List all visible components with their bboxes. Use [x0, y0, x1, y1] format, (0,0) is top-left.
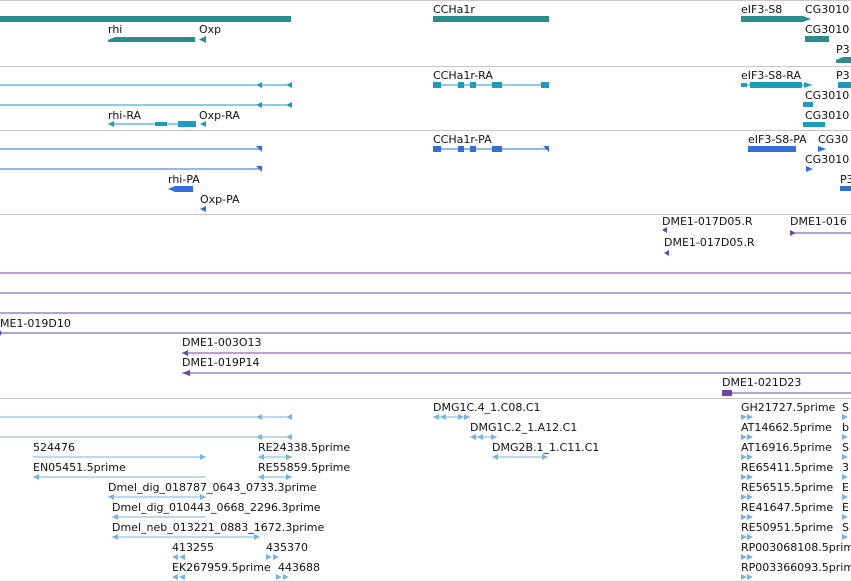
protein-label: Oxp-PA: [200, 193, 240, 206]
transcript-label: CCHa1r-RA: [433, 69, 493, 82]
protein-label: CCHa1r-PA: [433, 133, 492, 146]
gene-feature[interactable]: [108, 37, 195, 42]
transcript-track: CCHa1r-RA eIF3-S8-RA P3 CG3010 rhi-RA Ox…: [0, 69, 851, 127]
clone-label: DME1-003O13: [182, 336, 262, 349]
est-label: DMG1C.2_1.A12.C1: [470, 421, 577, 434]
transcript-label: eIF3-S8-RA: [741, 69, 801, 82]
transcript-label: Oxp-RA: [199, 109, 240, 122]
gene-feature[interactable]: [741, 16, 803, 22]
gene-label: eIF3-S8: [741, 3, 782, 16]
est-label: RE41647.5prime: [741, 501, 833, 514]
clone-feature[interactable]: [664, 250, 669, 256]
clone-label: DME1-017D05.R: [662, 215, 753, 228]
protein-feature[interactable]: [175, 186, 193, 192]
transcript-label: P3: [836, 69, 850, 82]
est-label: DMG1C.4_1.C08.C1: [433, 401, 541, 414]
protein-label: rhi-PA: [168, 173, 200, 186]
protein-label: eIF3-S8-PA: [748, 133, 807, 146]
est-label: EK267959.5prime: [172, 561, 271, 574]
est-labels: DMG1C.4_1.C08.C1 GH21727.5prime S DMG1C.…: [33, 401, 851, 574]
est-label: 3: [842, 461, 849, 474]
est-label: E: [842, 501, 849, 514]
gene-feature[interactable]: [433, 16, 549, 22]
gene-feature[interactable]: [0, 16, 291, 22]
est-label: 524476: [33, 441, 75, 454]
est-label: GH21727.5prime: [741, 401, 836, 414]
est-label: RE50951.5prime: [741, 521, 833, 534]
protein-label: CG3010: [805, 153, 849, 166]
gene-feature[interactable]: [805, 36, 829, 42]
clone-label: ME1-019D10: [0, 317, 71, 330]
est-label: DMG2B.1_1.C11.C1: [492, 441, 599, 454]
protein-feature[interactable]: [748, 146, 796, 152]
clone-feature[interactable]: [662, 227, 667, 233]
est-label: S: [842, 441, 849, 454]
est-label: RP003068108.5prime: [741, 541, 851, 554]
est-label: 435370: [266, 541, 308, 554]
transcript-label: rhi-RA: [108, 109, 142, 122]
gene-label: P3: [836, 43, 850, 56]
est-label: RE56515.5prime: [741, 481, 833, 494]
est-label: Dmel_dig_018787_0643_0733.3prime: [108, 481, 317, 494]
gene-label: CCHa1r: [433, 3, 475, 16]
est-label: RE55859.5prime: [258, 461, 350, 474]
est-feature[interactable]: [741, 414, 848, 580]
est-label: EN05451.5prime: [33, 461, 126, 474]
est-label: 413255: [172, 541, 214, 554]
est-label: S: [842, 521, 849, 534]
est-label: E: [842, 481, 849, 494]
est-label: Dmel_neb_013221_0883_1672.3prime: [112, 521, 324, 534]
gene-feature[interactable]: [803, 16, 811, 22]
transcript-label: CG3010: [805, 109, 849, 122]
est-label: b: [842, 421, 849, 434]
clone-label: DME1-017D05.R: [664, 236, 755, 249]
gene-feature[interactable]: [836, 57, 851, 63]
gene-label: CG3010: [805, 23, 849, 36]
gene-label: rhi: [108, 23, 122, 36]
est-label: Dmel_dig_010443_0668_2296.3prime: [112, 501, 321, 514]
est-label: RE65411.5prime: [741, 461, 833, 474]
protein-label: P3: [840, 173, 851, 186]
transcript-label: CG3010: [805, 89, 849, 102]
est-label: AT16916.5prime: [741, 441, 832, 454]
est-label: S: [842, 401, 849, 414]
protein-label: CG30: [818, 133, 848, 146]
gene-track: CCHa1r eIF3-S8 CG3010 rhi Oxp CG3010 P3: [0, 3, 851, 63]
protein-track: CCHa1r-PA eIF3-S8-PA CG30 CG3010 rhi-PA …: [0, 133, 851, 212]
est-label: 443688: [278, 561, 320, 574]
clone-label: DME1-021D23: [722, 376, 801, 389]
est-track: [0, 414, 848, 580]
est-label: RP003366093.5prime: [741, 561, 851, 574]
clone-label: DME1-019P14: [182, 356, 260, 369]
est-label: RE24338.5prime: [258, 441, 350, 454]
est-label: AT14662.5prime: [741, 421, 832, 434]
gene-feature[interactable]: [199, 36, 206, 43]
gene-label: Oxp: [199, 23, 221, 36]
clone-label: DME1-016: [790, 215, 847, 228]
clone-track: DME1-017D05.R DME1-016 DME1-017D05.R ME1…: [0, 215, 851, 396]
gene-label: CG3010: [805, 3, 849, 16]
